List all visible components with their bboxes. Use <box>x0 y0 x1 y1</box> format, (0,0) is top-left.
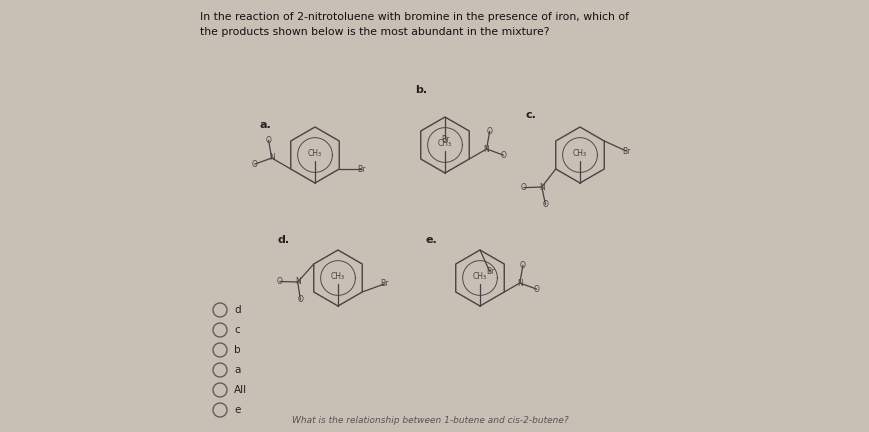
Text: Br: Br <box>622 146 630 156</box>
Text: CH₃: CH₃ <box>573 149 587 158</box>
Text: c: c <box>234 325 240 335</box>
Text: O: O <box>542 200 548 209</box>
Text: O: O <box>266 136 271 145</box>
Text: In the reaction of 2-nitrotoluene with bromine in the presence of iron, which of: In the reaction of 2-nitrotoluene with b… <box>200 12 629 22</box>
Text: N: N <box>539 182 545 191</box>
Text: O: O <box>520 261 526 270</box>
Text: d.: d. <box>278 235 290 245</box>
Text: CH₃: CH₃ <box>438 139 452 148</box>
Text: N: N <box>295 277 301 286</box>
Text: CH₃: CH₃ <box>331 272 345 281</box>
Text: Br: Br <box>380 280 388 289</box>
Text: Br: Br <box>486 267 494 276</box>
Text: All: All <box>234 385 247 395</box>
Text: Br: Br <box>441 134 449 143</box>
Text: CH₃: CH₃ <box>308 149 322 158</box>
Text: O: O <box>487 127 493 136</box>
Text: O: O <box>252 160 258 168</box>
Text: the products shown below is the most abundant in the mixture?: the products shown below is the most abu… <box>200 27 549 37</box>
Text: N: N <box>517 279 523 288</box>
Text: CH₃: CH₃ <box>473 272 487 281</box>
Text: a: a <box>234 365 241 375</box>
Text: b.: b. <box>415 85 428 95</box>
Text: O: O <box>277 277 282 286</box>
Text: O: O <box>297 295 303 304</box>
Text: N: N <box>269 153 275 162</box>
Text: What is the relationship between 1-butene and cis-2-butene?: What is the relationship between 1-buten… <box>292 416 568 425</box>
Text: d: d <box>234 305 241 315</box>
Text: O: O <box>501 151 507 160</box>
Text: O: O <box>521 183 527 192</box>
Text: a.: a. <box>260 120 272 130</box>
Text: b: b <box>234 345 241 355</box>
Text: O: O <box>534 285 540 294</box>
Text: Br: Br <box>357 165 366 174</box>
Text: N: N <box>484 144 489 153</box>
Text: e.: e. <box>425 235 437 245</box>
Text: e: e <box>234 405 241 415</box>
Text: c.: c. <box>525 110 536 120</box>
